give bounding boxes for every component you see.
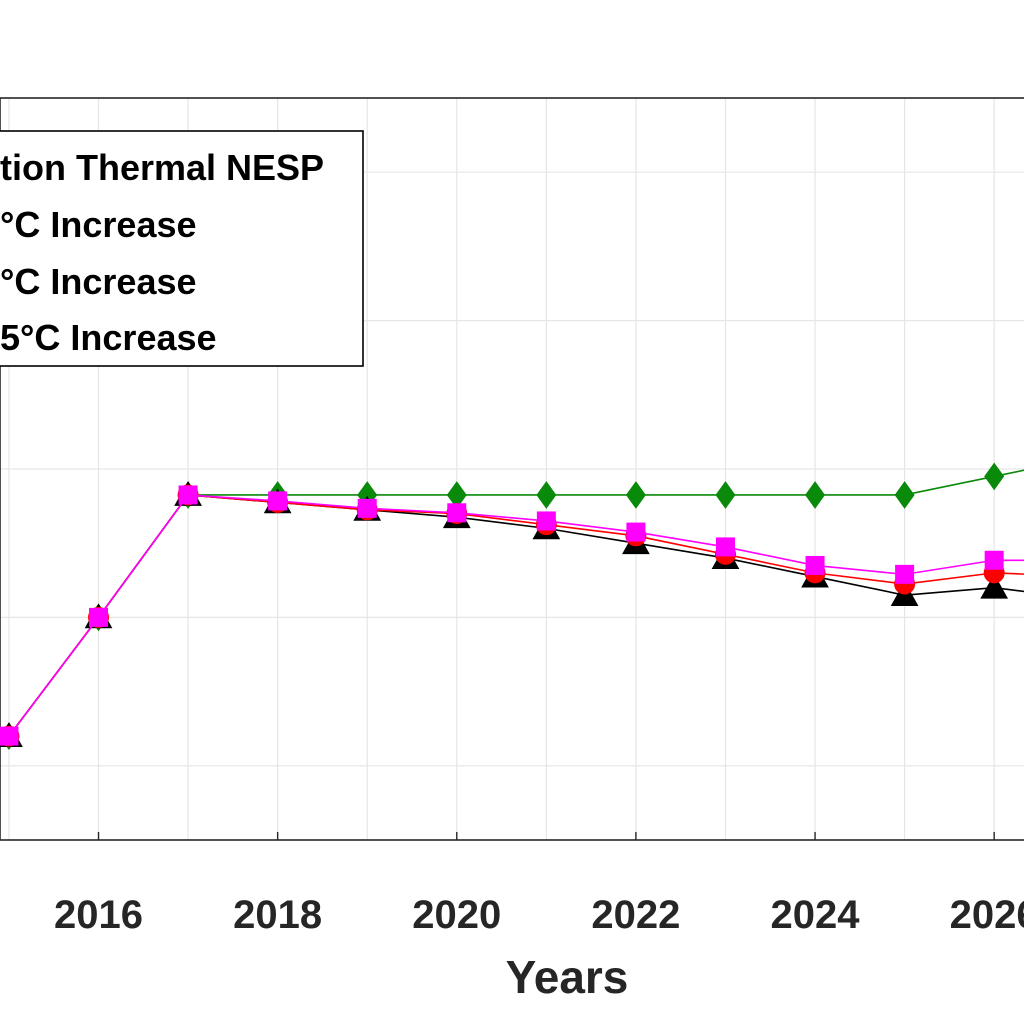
x-tick-label: 2022 — [591, 893, 680, 937]
series-thermal-nesp-line — [8, 469, 1024, 737]
plot-area-frame — [0, 97, 1024, 841]
x-axis-ticks: 2016 2018 2020 2022 2024 2026 — [54, 832, 1024, 937]
series-increase-c-point — [357, 498, 377, 518]
x-tick-label: 2024 — [771, 893, 861, 937]
series-thermal-nesp — [0, 462, 1024, 750]
series-increase-c-point — [268, 491, 288, 511]
series-layer — [0, 462, 1024, 750]
legend-entry-4: 5°C Increase — [0, 317, 217, 358]
x-tick-label: 2026 — [950, 893, 1024, 937]
series-increase-c-point — [447, 503, 467, 523]
series-increase-c-point — [0, 726, 19, 746]
series-increase-c-point — [895, 564, 915, 584]
series-increase-c-point — [89, 607, 109, 627]
series-increase-c-point — [536, 511, 556, 531]
x-tick-label: 2016 — [54, 893, 143, 937]
series-increase-c-point — [984, 550, 1004, 570]
legend-entry-2: °C Increase — [0, 204, 197, 245]
legend-entry-1: tion Thermal NESP — [0, 147, 324, 188]
series-increase-c-point — [715, 537, 735, 557]
series-increase-a — [0, 480, 1024, 748]
series-thermal-nesp-point — [625, 481, 646, 509]
series-thermal-nesp-point — [805, 481, 826, 509]
x-tick-label: 2020 — [412, 893, 501, 937]
series-increase-c-point — [178, 485, 198, 505]
legend-entry-3: °C Increase — [0, 261, 197, 302]
series-increase-c-point — [626, 522, 646, 542]
series-increase-c — [0, 485, 1024, 746]
legend: tion Thermal NESP °C Increase °C Increas… — [0, 130, 364, 367]
series-increase-a-point — [980, 573, 1009, 599]
x-tick-label: 2018 — [233, 893, 322, 937]
series-thermal-nesp-point — [536, 481, 557, 509]
x-axis-label: Years — [506, 951, 629, 1003]
series-increase-c-point — [805, 555, 825, 575]
series-thermal-nesp-point — [894, 481, 915, 509]
grid — [0, 98, 1024, 840]
series-thermal-nesp-point — [715, 481, 736, 509]
series-increase-c-line — [8, 494, 1024, 737]
series-thermal-nesp-point — [984, 462, 1005, 491]
legend-box — [0, 130, 364, 367]
